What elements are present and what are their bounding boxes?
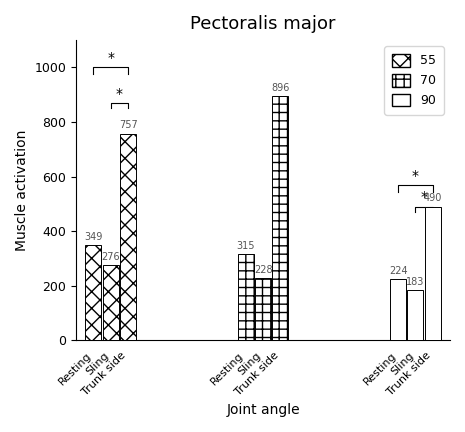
Text: *: * [420,191,427,204]
Text: 183: 183 [406,277,425,287]
Bar [255,278,271,340]
Text: 228: 228 [254,265,272,275]
Bar [272,96,288,340]
Text: 224: 224 [389,266,407,276]
Legend: 55, 70, 90: 55, 70, 90 [384,46,444,115]
Y-axis label: Muscle activation: Muscle activation [15,130,29,251]
Text: *: * [116,87,123,101]
Bar [390,279,406,340]
Bar [86,245,101,340]
X-axis label: Joint angle: Joint angle [226,403,300,417]
Bar [103,265,119,340]
Text: *: * [107,51,114,65]
Text: 276: 276 [101,252,120,262]
Text: 757: 757 [119,121,138,130]
Text: 896: 896 [271,83,290,92]
Text: 349: 349 [84,232,103,242]
Text: 315: 315 [237,241,255,251]
Bar [238,254,254,340]
Bar [120,134,136,340]
Text: 490: 490 [424,194,442,203]
Bar [407,290,423,340]
Title: Pectoralis major: Pectoralis major [190,15,336,33]
Bar [425,206,441,340]
Text: *: * [412,168,419,183]
